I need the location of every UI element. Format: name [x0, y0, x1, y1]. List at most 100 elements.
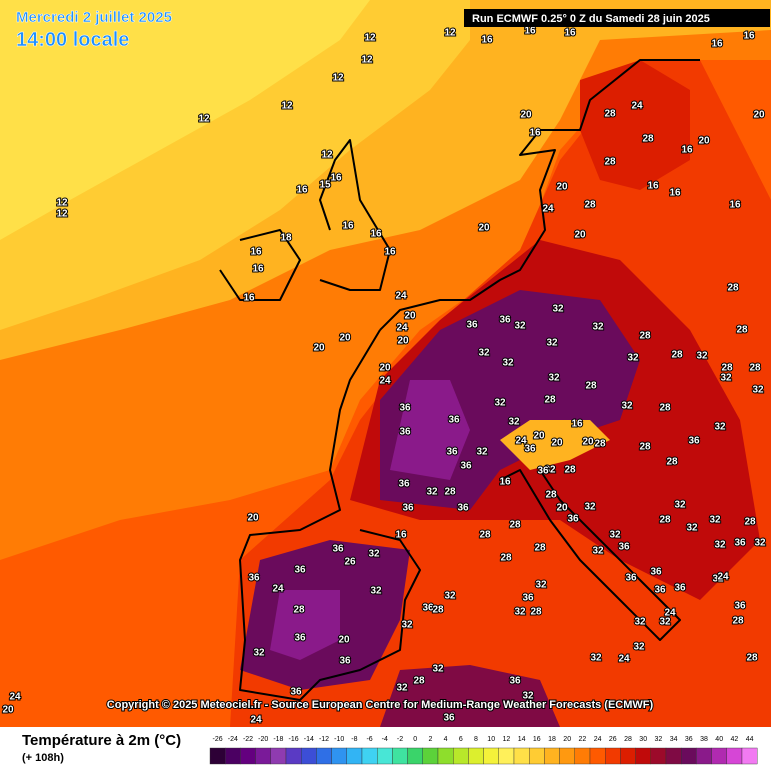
legend-swatch [377, 747, 393, 765]
temperature-label: 28 [432, 605, 444, 616]
copyright: Copyright © 2025 Meteociel.fr - Source E… [107, 699, 654, 711]
legend-swatch [620, 747, 636, 765]
temperature-label: 16 [250, 247, 262, 258]
legend-swatch [605, 747, 621, 765]
temperature-label: 16 [529, 128, 541, 139]
date: Mercredi 2 juillet 2025 [16, 9, 172, 26]
legend-swatch [650, 747, 667, 765]
legend-tick-label: -16 [289, 736, 299, 743]
legend-tick-label: 12 [503, 736, 511, 743]
temperature-label: 36 [509, 676, 521, 687]
legend-tick-label: -22 [243, 736, 253, 743]
temperature-label: 28 [642, 134, 654, 145]
legend-tick-label: 42 [731, 736, 739, 743]
legend-swatch [574, 747, 591, 765]
temperature-label: 20 [247, 513, 259, 524]
temperature-label: 16 [342, 221, 354, 232]
legend-swatch [285, 747, 302, 765]
temperature-label: 32 [634, 617, 646, 628]
temperature-label: 28 [500, 553, 512, 564]
legend-swatch [422, 747, 439, 765]
temperature-label: 12 [321, 150, 333, 161]
temperature-label: 36 [339, 656, 351, 667]
legend-tick-label: 36 [685, 736, 693, 743]
temperature-label: 20 [556, 503, 568, 514]
legend-swatch [483, 747, 500, 765]
legend-tick-label: -4 [382, 736, 388, 743]
temperature-label: 36 [448, 415, 460, 426]
temperature-label: 28 [444, 487, 456, 498]
legend-swatch [589, 747, 606, 765]
temperature-label: 16 [571, 419, 583, 430]
temperature-label: 28 [585, 381, 597, 392]
temperature-label: 36 [674, 583, 686, 594]
temperature-label: 36 [734, 538, 746, 549]
temperature-label: 36 [499, 315, 511, 326]
legend-swatch [529, 747, 545, 765]
temperature-label: 36 [399, 403, 411, 414]
temperature-label: 15 [319, 180, 331, 191]
temperature-label: 28 [746, 653, 758, 664]
legend-swatch [331, 747, 348, 765]
temperature-label: 36 [460, 461, 472, 472]
temperature-label: 36 [402, 503, 414, 514]
temperature-label: 32 [720, 373, 732, 384]
temperature-label: 32 [476, 447, 488, 458]
temperature-label: 32 [544, 465, 556, 476]
temperature-label: 16 [243, 293, 255, 304]
temperature-label: 12 [332, 73, 344, 84]
legend-swatch [711, 747, 727, 765]
legend-tick-label: 38 [700, 736, 708, 743]
temperature-label: 28 [509, 520, 521, 531]
temperature-label: 32 [659, 617, 671, 628]
temperature-label: 36 [688, 436, 700, 447]
temperature-label: 28 [479, 530, 491, 541]
temperature-label: 20 [313, 343, 325, 354]
legend-scale: -26 -24 -22 -20 -18 -16 -14 -12 -10 -8 -6 -4 -2 0 2 4 6 8… [209, 736, 758, 765]
legend-swatch [559, 747, 575, 765]
temperature-label: 32 [633, 642, 645, 653]
temperature-label: 32 [432, 664, 444, 675]
legend-swatch [468, 747, 484, 765]
temperature-label: 36 [446, 447, 458, 458]
temperature-label: 36 [734, 601, 746, 612]
temperature-label: 20 [582, 437, 594, 448]
legend-swatch [665, 747, 682, 765]
temperature-label: 32 [609, 530, 621, 541]
temperature-label: 16 [384, 247, 396, 258]
temperature-label: 36 [567, 514, 579, 525]
temperature-label: 24 [664, 608, 676, 619]
legend-tick-label: -18 [273, 736, 283, 743]
temperature-label: 16 [330, 173, 342, 184]
temperature-label: 12 [281, 101, 293, 112]
temperature-label: 24 [631, 101, 643, 112]
temperature-label: 12 [56, 209, 68, 220]
temperature-label: 36 [248, 573, 260, 584]
time: 14:00 locale [16, 29, 129, 51]
temperature-label: 20 [379, 363, 391, 374]
temperature-label: 18 [280, 233, 292, 244]
temperature-label: 32 [674, 500, 686, 511]
temperature-label: 24 [717, 572, 729, 583]
temperature-label: 20 [753, 110, 765, 121]
coastlines [219, 59, 700, 701]
temperature-label: 20 [533, 431, 545, 442]
temperature-label: 20 [556, 182, 568, 193]
temperature-label: 32 [590, 653, 602, 664]
temperature-label: 28 [584, 200, 596, 211]
legend-tick-label: 14 [518, 736, 526, 743]
temperature-label: 32 [592, 322, 604, 333]
temperature-label: 36 [443, 713, 455, 724]
temperature-label: 32 [696, 351, 708, 362]
legend-swatch [392, 747, 408, 765]
temperature-label: 32 [709, 515, 721, 526]
temperature-label: 36 [466, 320, 478, 331]
legend-tick-label: 24 [594, 736, 602, 743]
temperature-label: 32 [714, 540, 726, 551]
legend-tick-label: 18 [548, 736, 556, 743]
legend-tick-label: -8 [351, 736, 357, 743]
temperature-label: 24 [515, 436, 527, 447]
temperature-label: 28 [545, 490, 557, 501]
temperature-label: 28 [604, 109, 616, 120]
temperature-label: 28 [659, 515, 671, 526]
